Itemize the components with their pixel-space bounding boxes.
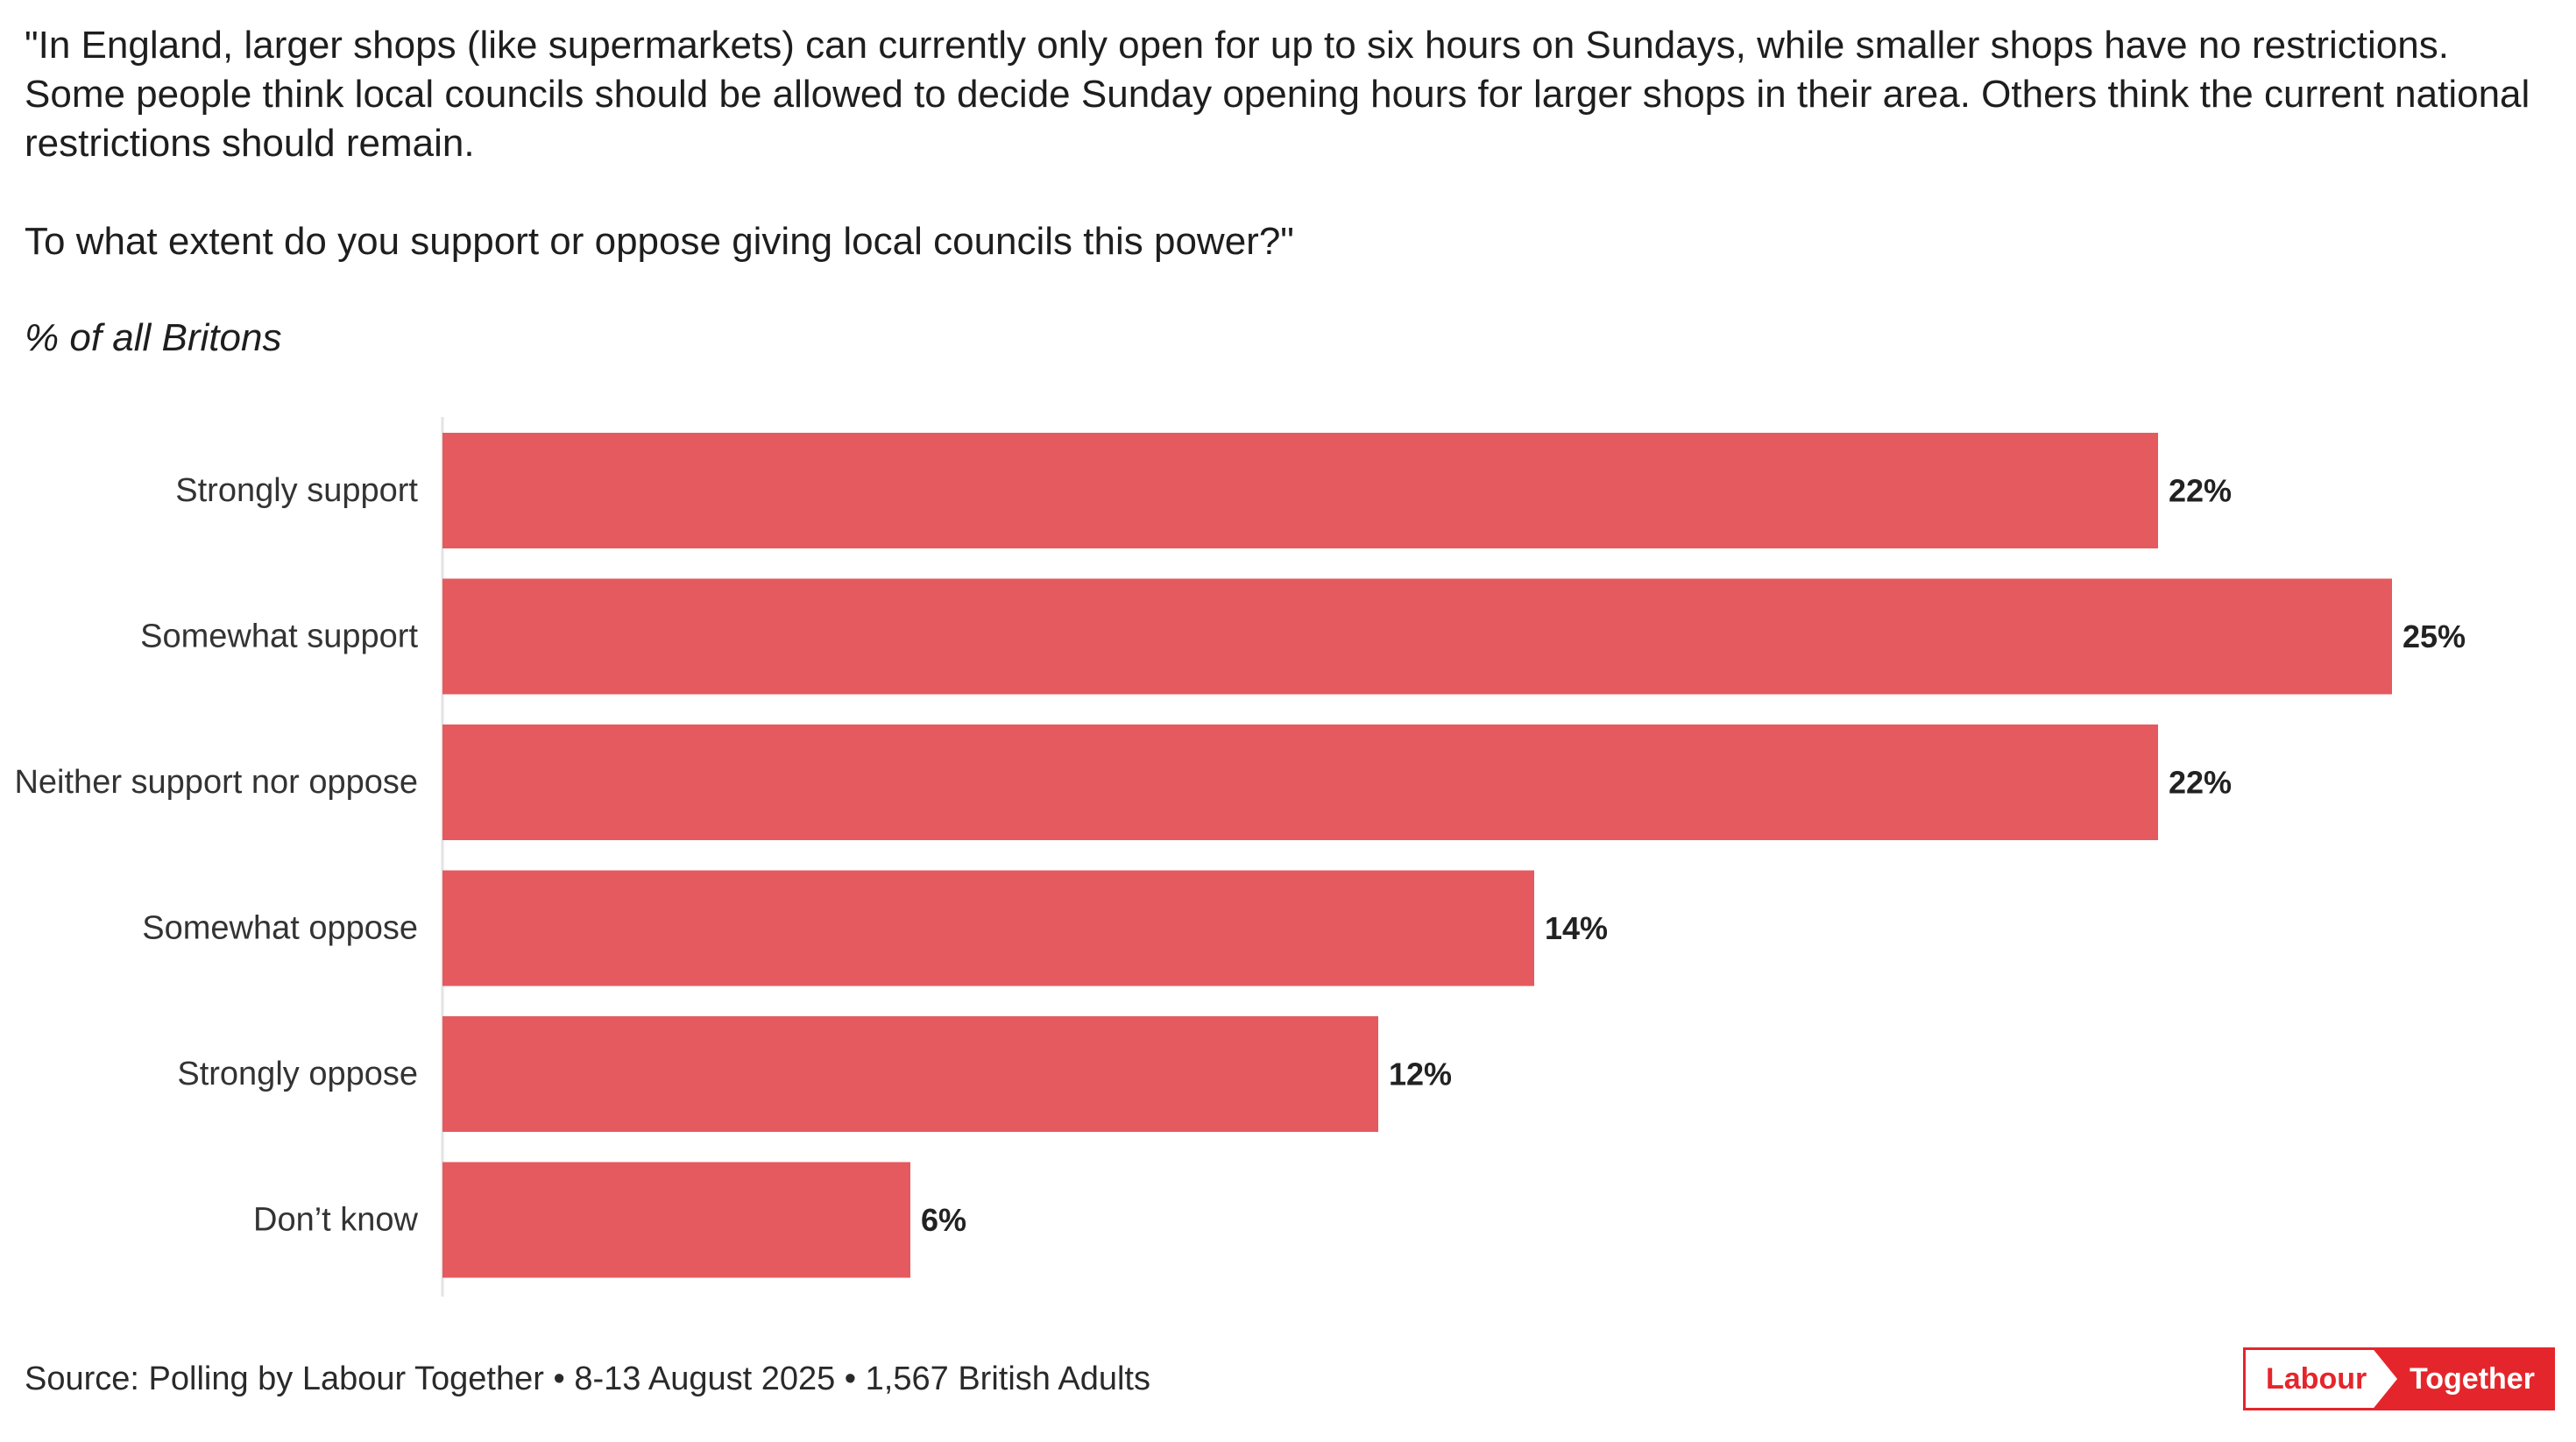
- category-label: Strongly oppose: [177, 1056, 418, 1092]
- bar-chart: Strongly support 22% Somewhat support 25% Ne…: [14, 417, 2466, 1297]
- bar: [442, 1162, 910, 1278]
- labour-together-logo: Labour Together: [2243, 1347, 2555, 1410]
- category-label: Somewhat support: [140, 619, 418, 655]
- source-note: Source: Polling by Labour Together • 8-1…: [25, 1361, 1150, 1397]
- question-paragraph: "In England, larger shops (like supermar…: [25, 24, 2530, 165]
- chart-subtitle: % of all Britons: [25, 316, 282, 359]
- logo-arrow-panel: [2373, 1348, 2554, 1410]
- question-text: "In England, larger shops (like supermar…: [25, 21, 2530, 266]
- bar: [442, 870, 1534, 986]
- value-label: 6%: [921, 1202, 966, 1238]
- logo-left-text: Labour: [2266, 1362, 2367, 1396]
- category-label: Somewhat oppose: [142, 910, 418, 947]
- bar: [442, 725, 2158, 840]
- category-label: Strongly support: [175, 472, 418, 509]
- question-prompt: To what extent do you support or oppose …: [25, 220, 1294, 263]
- logo-right-text: Together: [2410, 1362, 2535, 1396]
- value-label: 14%: [1545, 910, 1608, 946]
- category-label: Neither support nor oppose: [14, 764, 418, 801]
- value-label: 22%: [2169, 473, 2232, 509]
- value-label: 25%: [2403, 619, 2466, 654]
- bar: [442, 433, 2158, 548]
- bar: [442, 578, 2392, 695]
- value-label: 12%: [1389, 1057, 1452, 1092]
- value-label: 22%: [2169, 765, 2232, 801]
- category-label: Don’t know: [253, 1202, 419, 1239]
- bar: [442, 1016, 1378, 1132]
